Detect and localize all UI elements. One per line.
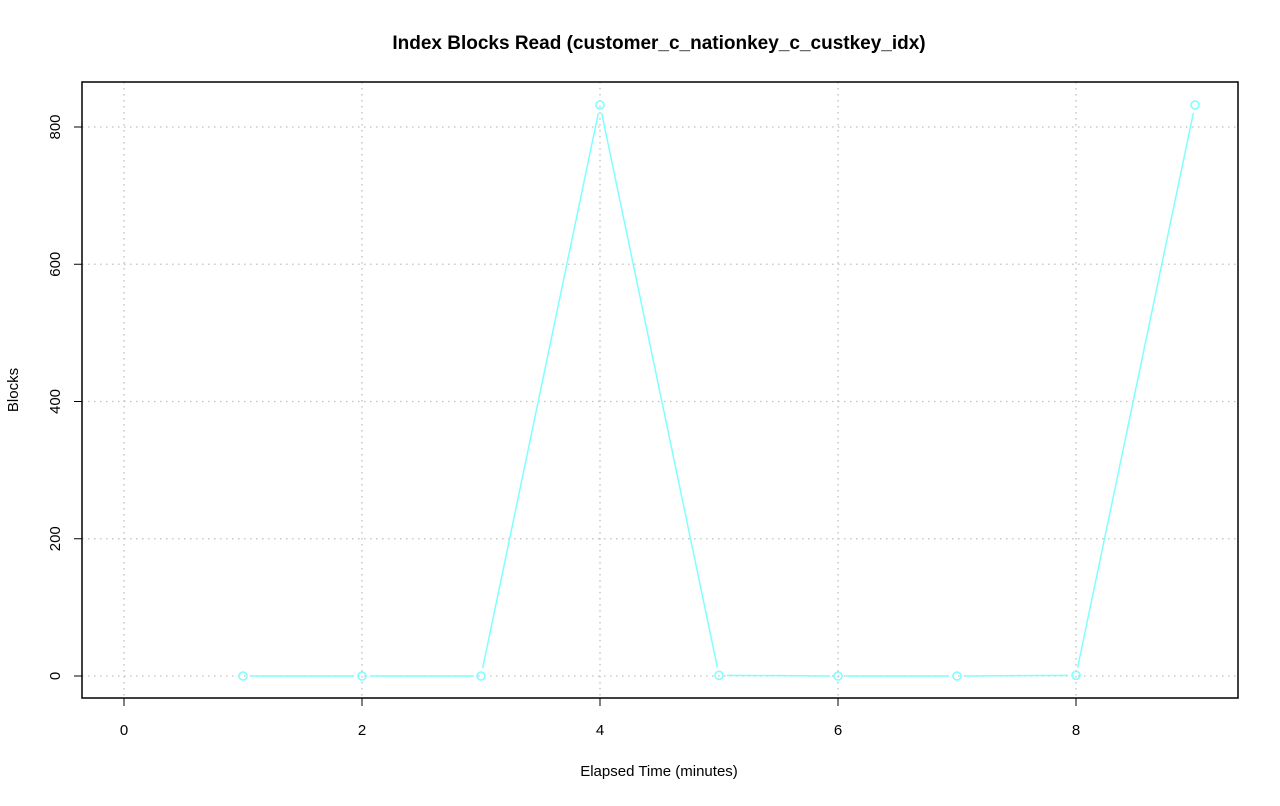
ticks: 0 2 4 6 8 0 200 400 600 800 bbox=[47, 114, 1080, 739]
y-tick-label: 0 bbox=[47, 672, 64, 680]
data-point bbox=[357, 671, 367, 681]
series-line-segment bbox=[964, 674, 1069, 677]
y-tick-label: 200 bbox=[47, 526, 64, 551]
x-tick-label: 2 bbox=[358, 722, 366, 739]
data-point bbox=[952, 671, 962, 681]
data-point bbox=[476, 671, 486, 681]
data-point bbox=[714, 670, 724, 681]
data-point bbox=[595, 100, 605, 110]
data-point bbox=[238, 671, 248, 681]
series-line-segment bbox=[600, 112, 719, 668]
y-tick-label: 800 bbox=[47, 114, 64, 139]
series-line-segment bbox=[481, 112, 600, 669]
x-axis-label: Elapsed Time (minutes) bbox=[580, 763, 738, 780]
chart-title: Index Blocks Read (customer_c_nationkey_… bbox=[392, 33, 925, 54]
y-tick-label: 600 bbox=[47, 252, 64, 277]
data-point bbox=[1071, 670, 1081, 681]
plot-frame bbox=[81, 81, 1239, 699]
data-point bbox=[833, 671, 843, 681]
series-line-segment bbox=[1076, 112, 1195, 668]
x-tick-label: 4 bbox=[596, 722, 604, 739]
y-axis-label: Blocks bbox=[5, 368, 22, 412]
x-tick-label: 6 bbox=[834, 722, 842, 739]
x-tick-label: 8 bbox=[1072, 722, 1080, 739]
series bbox=[238, 100, 1200, 681]
series-line-segment bbox=[726, 674, 831, 677]
data-point bbox=[1190, 100, 1200, 110]
y-tick-label: 400 bbox=[47, 389, 64, 414]
x-tick-label: 0 bbox=[120, 722, 128, 739]
